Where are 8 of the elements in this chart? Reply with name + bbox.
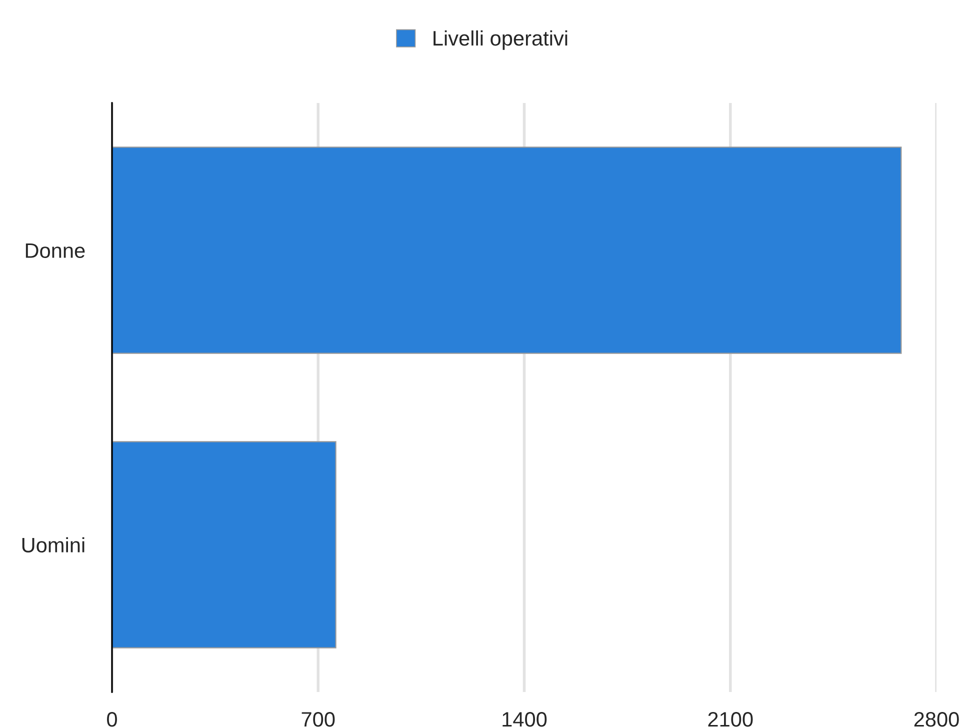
- x-tick-label: 2800: [914, 712, 959, 727]
- x-tick-label: 1400: [502, 712, 547, 727]
- x-tick-label: 700: [302, 712, 335, 727]
- legend-label: Livelli operativi: [434, 30, 568, 50]
- x-tick-label: 0: [107, 712, 117, 727]
- x-tick-label: 2100: [708, 712, 753, 727]
- y-tick-label: Uomini: [22, 537, 84, 553]
- y-tick-label: Donne: [26, 243, 85, 258]
